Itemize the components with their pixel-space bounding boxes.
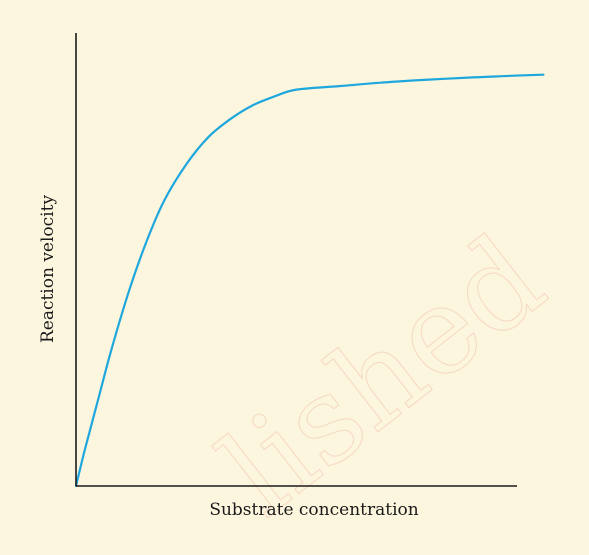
chart-marks: [74, 73, 545, 488]
series-line-0: [74, 73, 545, 488]
y-axis-label: Reaction velocity: [38, 195, 58, 343]
x-axis-label: Substrate concentration: [209, 500, 418, 520]
